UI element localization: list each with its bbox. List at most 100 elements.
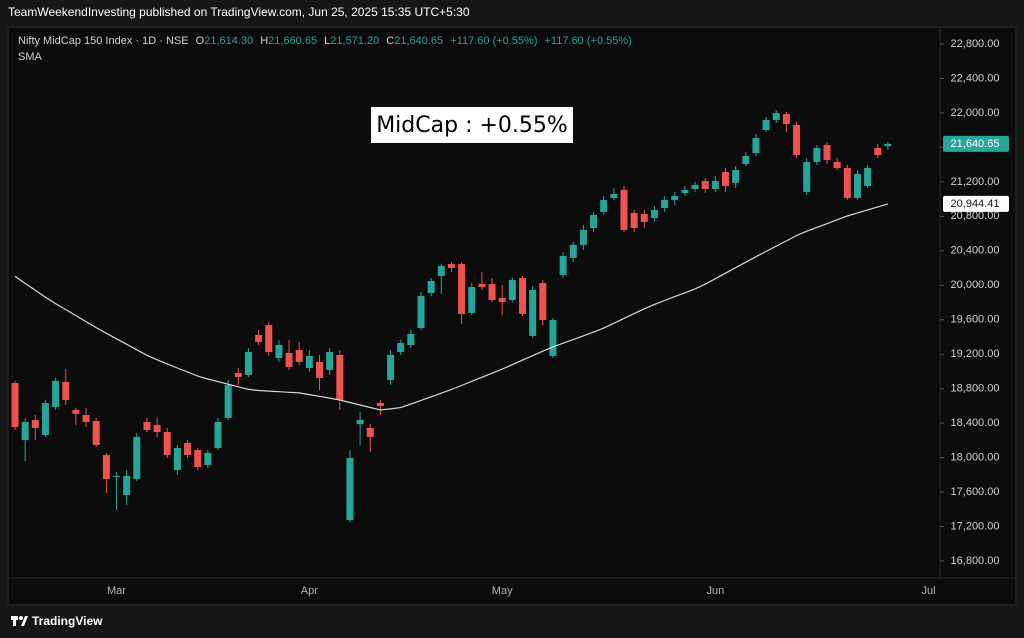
candle-body (813, 148, 821, 162)
y-tick-label: 22,000.00 (951, 107, 1000, 119)
candle-body (407, 333, 415, 345)
legend-value: 21,614.30 (204, 35, 253, 47)
candle-body (681, 189, 689, 193)
legend-change: +117.60 (+0.55%) (450, 35, 537, 47)
candle-body (336, 354, 344, 400)
candle-body (214, 422, 222, 448)
candle-body (234, 372, 242, 377)
candle-body (864, 167, 872, 187)
candle-body (41, 402, 49, 436)
legend-title: Nifty MidCap 150 Index · 1D · NSE (18, 35, 189, 47)
candle-body (762, 119, 770, 130)
candle-body (346, 457, 354, 520)
x-tick-label: May (492, 585, 513, 597)
candle-body (194, 450, 202, 467)
y-tick-label: 21,200.00 (951, 176, 1000, 188)
candle-body (711, 181, 719, 189)
candle-body (742, 156, 750, 165)
candle-body (590, 214, 598, 228)
y-tick-label: 16,800.00 (951, 555, 1000, 567)
candle-body (519, 278, 526, 314)
candle-body (874, 148, 882, 155)
sma-line (14, 203, 889, 411)
candle-body (549, 319, 557, 357)
price-label-box (943, 195, 1009, 212)
candle-body (52, 380, 60, 408)
candle-body (366, 427, 374, 437)
legend-value: 21,660.65 (268, 35, 317, 47)
candle-body (498, 298, 506, 302)
y-tick-label: 18,800.00 (951, 383, 1000, 395)
price-label: 20,944.41 (951, 198, 1000, 210)
candle-body (661, 199, 669, 208)
candle-body (488, 283, 496, 301)
candle-body (397, 342, 405, 352)
candle-body (92, 420, 100, 446)
candle-body (163, 432, 171, 456)
candle-body (701, 181, 709, 189)
candle-body (569, 244, 577, 258)
candle-body (803, 161, 811, 192)
candle-body (671, 195, 679, 200)
x-tick-label: Jul (921, 585, 935, 597)
y-tick-label: 22,800.00 (951, 38, 1000, 50)
candle-body (732, 169, 740, 183)
annotation: MidCap : +0.55% (376, 113, 568, 138)
candle-body (133, 437, 141, 479)
candle-body (752, 138, 760, 154)
published-line: TeamWeekendInvesting published on Tradin… (8, 5, 470, 19)
footer-brand: TradingView (32, 614, 103, 628)
y-tick-label: 19,600.00 (951, 314, 1000, 326)
candle-body (630, 212, 638, 228)
candle-body (376, 402, 384, 406)
candle-body (529, 290, 537, 336)
candle-body (823, 144, 831, 160)
candle-body (884, 143, 892, 147)
candle-body (620, 189, 628, 230)
y-tick-label: 18,400.00 (951, 417, 1000, 429)
candle-body (305, 356, 313, 368)
candle-body (782, 114, 790, 124)
candle-body (640, 214, 648, 222)
candle-body (356, 420, 364, 424)
legend-change: +117.60 (+0.55%) (545, 35, 632, 47)
legend-value: 21,571.20 (330, 35, 379, 47)
candle-body (173, 447, 181, 471)
candle-body (224, 384, 232, 418)
x-tick-label: Jun (706, 585, 724, 597)
candle-body (31, 420, 39, 429)
candle-body (123, 475, 131, 495)
y-tick-label: 19,200.00 (951, 348, 1000, 360)
legend-key: C (386, 35, 394, 47)
candle-body (204, 452, 212, 466)
candle-body (559, 255, 567, 275)
x-tick-label: Mar (107, 585, 126, 597)
y-tick-label: 18,000.00 (951, 452, 1000, 464)
candle-body (600, 199, 608, 212)
candle-body (508, 280, 516, 301)
candle-body (62, 381, 70, 400)
legend-sma: SMA (18, 51, 43, 63)
candle-body (722, 171, 729, 187)
candle-body (295, 349, 303, 362)
y-tick-label: 22,400.00 (951, 72, 1000, 84)
y-tick-label: 20,000.00 (951, 279, 1000, 291)
candle-body (72, 409, 80, 414)
candle-body (102, 455, 110, 479)
candle-body (458, 263, 466, 314)
candle-body (275, 344, 283, 358)
candle-body (255, 334, 263, 342)
candle-body (843, 167, 851, 198)
y-tick-label: 17,200.00 (951, 520, 1000, 532)
candle-body (21, 422, 29, 441)
candle-body (793, 124, 801, 155)
candle-body (650, 209, 658, 218)
candle-body (113, 475, 120, 477)
candle-body (387, 354, 395, 380)
legend-key: L (324, 35, 330, 47)
candle-body (437, 265, 445, 276)
candle-body (853, 173, 861, 198)
candle-body (326, 351, 334, 370)
candle-body (417, 295, 425, 329)
